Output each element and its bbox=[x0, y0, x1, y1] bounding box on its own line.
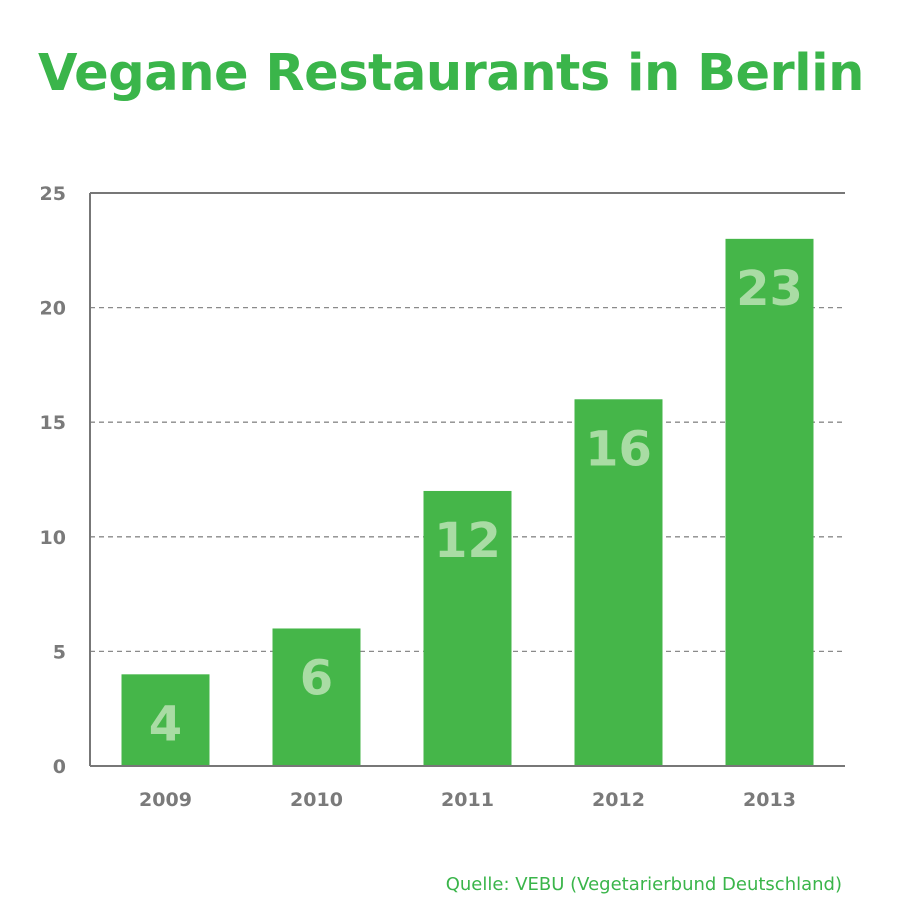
x-tick-labels: 2009 2010 2011 2012 2013 bbox=[139, 789, 796, 811]
y-tick-label: 10 bbox=[40, 527, 66, 549]
y-tick-labels: 0 5 10 15 20 25 bbox=[40, 183, 66, 778]
bar-2010 bbox=[272, 628, 361, 766]
y-tick-label: 15 bbox=[40, 412, 66, 434]
bar-2009 bbox=[121, 674, 210, 766]
data-label-2013: 23 bbox=[736, 261, 803, 317]
data-label-2010: 6 bbox=[300, 650, 333, 706]
y-tick-label: 5 bbox=[53, 641, 66, 663]
chart-title: Vegane Restaurants in Berlin bbox=[38, 44, 864, 103]
x-tick-label: 2011 bbox=[441, 789, 494, 811]
x-tick-label: 2009 bbox=[139, 789, 192, 811]
data-label-2009: 4 bbox=[149, 696, 182, 752]
data-label-2011: 12 bbox=[434, 513, 501, 569]
bar-2012 bbox=[574, 399, 663, 766]
y-tick-label: 25 bbox=[40, 183, 66, 205]
y-tick-label: 20 bbox=[40, 298, 66, 320]
axes bbox=[89, 192, 845, 767]
bars bbox=[121, 238, 814, 767]
x-tick-label: 2013 bbox=[743, 789, 796, 811]
y-tick-label: 0 bbox=[53, 756, 66, 778]
x-tick-label: 2012 bbox=[592, 789, 645, 811]
source-note: Quelle: VEBU (Vegetarierbund Deutschland… bbox=[445, 874, 842, 895]
data-label-2012: 16 bbox=[585, 421, 652, 477]
bar-2011 bbox=[423, 490, 512, 766]
x-tick-label: 2010 bbox=[290, 789, 343, 811]
bar-2013 bbox=[725, 238, 814, 767]
data-labels: 4 6 12 16 23 bbox=[149, 261, 803, 752]
